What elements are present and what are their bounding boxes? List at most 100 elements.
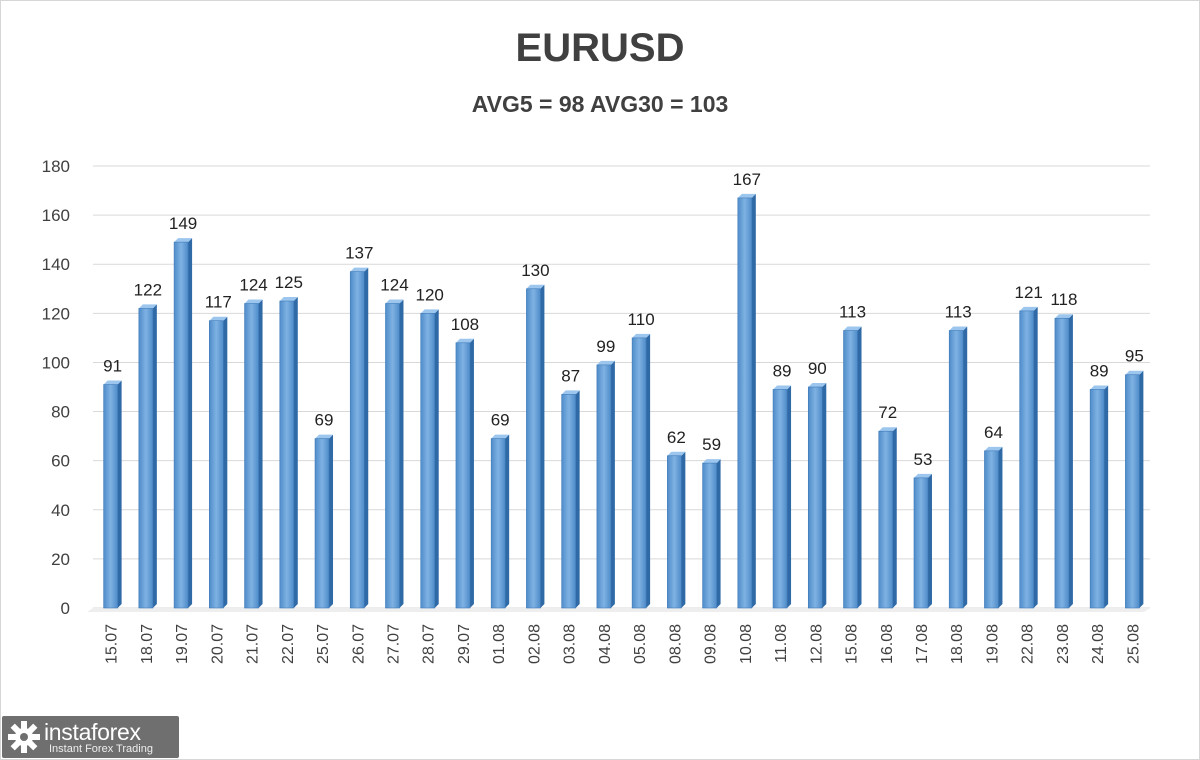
data-label: 62: [667, 428, 686, 447]
data-label: 120: [416, 285, 444, 304]
bar-side: [434, 309, 439, 608]
bar: [420, 313, 436, 609]
data-label: 122: [134, 280, 162, 299]
data-label: 121: [1014, 283, 1042, 302]
bar-top: [138, 304, 157, 309]
y-tick-label: 40: [51, 501, 70, 520]
x-tick-label: 21.07: [245, 624, 262, 664]
x-tick-label: 29.07: [456, 624, 473, 664]
data-label: 72: [878, 403, 897, 422]
bar-top: [1019, 306, 1038, 311]
bar: [349, 271, 365, 609]
bar-top: [808, 383, 827, 387]
instaforex-logo: instaforex Instant Forex Trading: [2, 716, 179, 758]
data-label: 90: [808, 359, 827, 378]
x-tick-label: 10.08: [738, 624, 755, 664]
bar: [561, 394, 576, 609]
gear-logo-icon: [8, 721, 40, 753]
data-label: 118: [1050, 290, 1077, 309]
bar-side: [927, 473, 932, 608]
bar-side: [892, 427, 897, 608]
chart-floor: [87, 608, 1150, 612]
bar-side: [646, 333, 651, 608]
x-tick-label: 12.08: [808, 624, 825, 664]
data-label: 125: [275, 273, 303, 292]
bar-top: [385, 299, 404, 304]
bar: [843, 330, 858, 609]
bar: [878, 430, 894, 609]
bar-side: [787, 385, 792, 608]
x-tick-label: 05.08: [632, 624, 649, 664]
bar-side: [399, 299, 404, 608]
bar-side: [751, 193, 756, 608]
bar-side: [540, 284, 545, 608]
data-label: 167: [733, 170, 761, 189]
bar-side: [575, 390, 580, 608]
data-label: 110: [628, 310, 655, 329]
bar-top: [350, 267, 369, 272]
bar-top: [526, 284, 545, 289]
bar: [173, 241, 189, 609]
y-tick-label: 80: [51, 403, 70, 422]
bar-top: [913, 473, 932, 478]
data-label: 113: [945, 303, 972, 322]
data-label: 89: [1090, 361, 1109, 380]
bar: [1125, 374, 1140, 609]
x-tick-label: 09.08: [703, 624, 720, 664]
x-tick-label: 18.08: [949, 624, 966, 664]
bar-side: [258, 299, 263, 608]
bar: [772, 389, 788, 609]
bar: [455, 342, 471, 609]
bar-side: [1139, 370, 1144, 608]
bar-side: [188, 238, 193, 608]
bar-side: [857, 326, 862, 608]
bar-top: [1090, 385, 1109, 390]
bar-side: [364, 267, 369, 608]
bar-top: [1054, 314, 1073, 319]
x-tick-label: 23.08: [1055, 624, 1072, 664]
bar-side: [505, 434, 510, 608]
x-tick-label: 17.08: [914, 624, 931, 664]
x-tick-label: 19.07: [174, 624, 191, 664]
data-label: 59: [702, 435, 721, 454]
bar-side: [963, 326, 968, 608]
bar-top: [103, 380, 122, 385]
x-tick-label: 15.07: [104, 624, 121, 664]
chart-subtitle: AVG5 = 98 AVG30 = 103: [471, 91, 729, 117]
bar-side: [1033, 306, 1038, 608]
logo-name: instaforex: [44, 719, 141, 745]
bar-side: [117, 380, 122, 608]
bar: [138, 308, 154, 609]
x-tick-label: 26.07: [350, 624, 367, 664]
bar: [1019, 310, 1034, 609]
x-tick-label: 16.08: [879, 624, 896, 664]
bar: [737, 197, 753, 609]
bar: [385, 303, 400, 609]
data-label: 53: [914, 450, 933, 469]
bar-top: [843, 326, 862, 331]
x-tick-label: 08.08: [667, 624, 684, 664]
data-label: 137: [345, 244, 373, 263]
data-label: 64: [984, 423, 1003, 442]
bar-top: [773, 385, 792, 390]
data-label: 113: [839, 303, 866, 322]
bar-top: [984, 446, 1003, 451]
bar-top: [667, 451, 686, 456]
x-tick-label: 03.08: [562, 624, 579, 664]
bar: [279, 300, 295, 609]
x-tick-label: 15.08: [844, 624, 861, 664]
data-label: 69: [315, 411, 334, 430]
x-tick-label: 28.07: [421, 624, 438, 664]
bar-top: [1125, 370, 1144, 375]
x-tick-label: 20.07: [209, 624, 226, 664]
bar: [209, 320, 224, 609]
bar-top: [455, 338, 474, 343]
x-tick-label: 25.08: [1125, 624, 1142, 664]
bar: [596, 364, 612, 609]
y-tick-label: 0: [61, 599, 70, 618]
bar: [314, 438, 330, 609]
bar-side: [1104, 385, 1109, 608]
bar-side: [610, 360, 615, 608]
bar-side: [469, 338, 474, 608]
bar-side: [822, 383, 827, 608]
